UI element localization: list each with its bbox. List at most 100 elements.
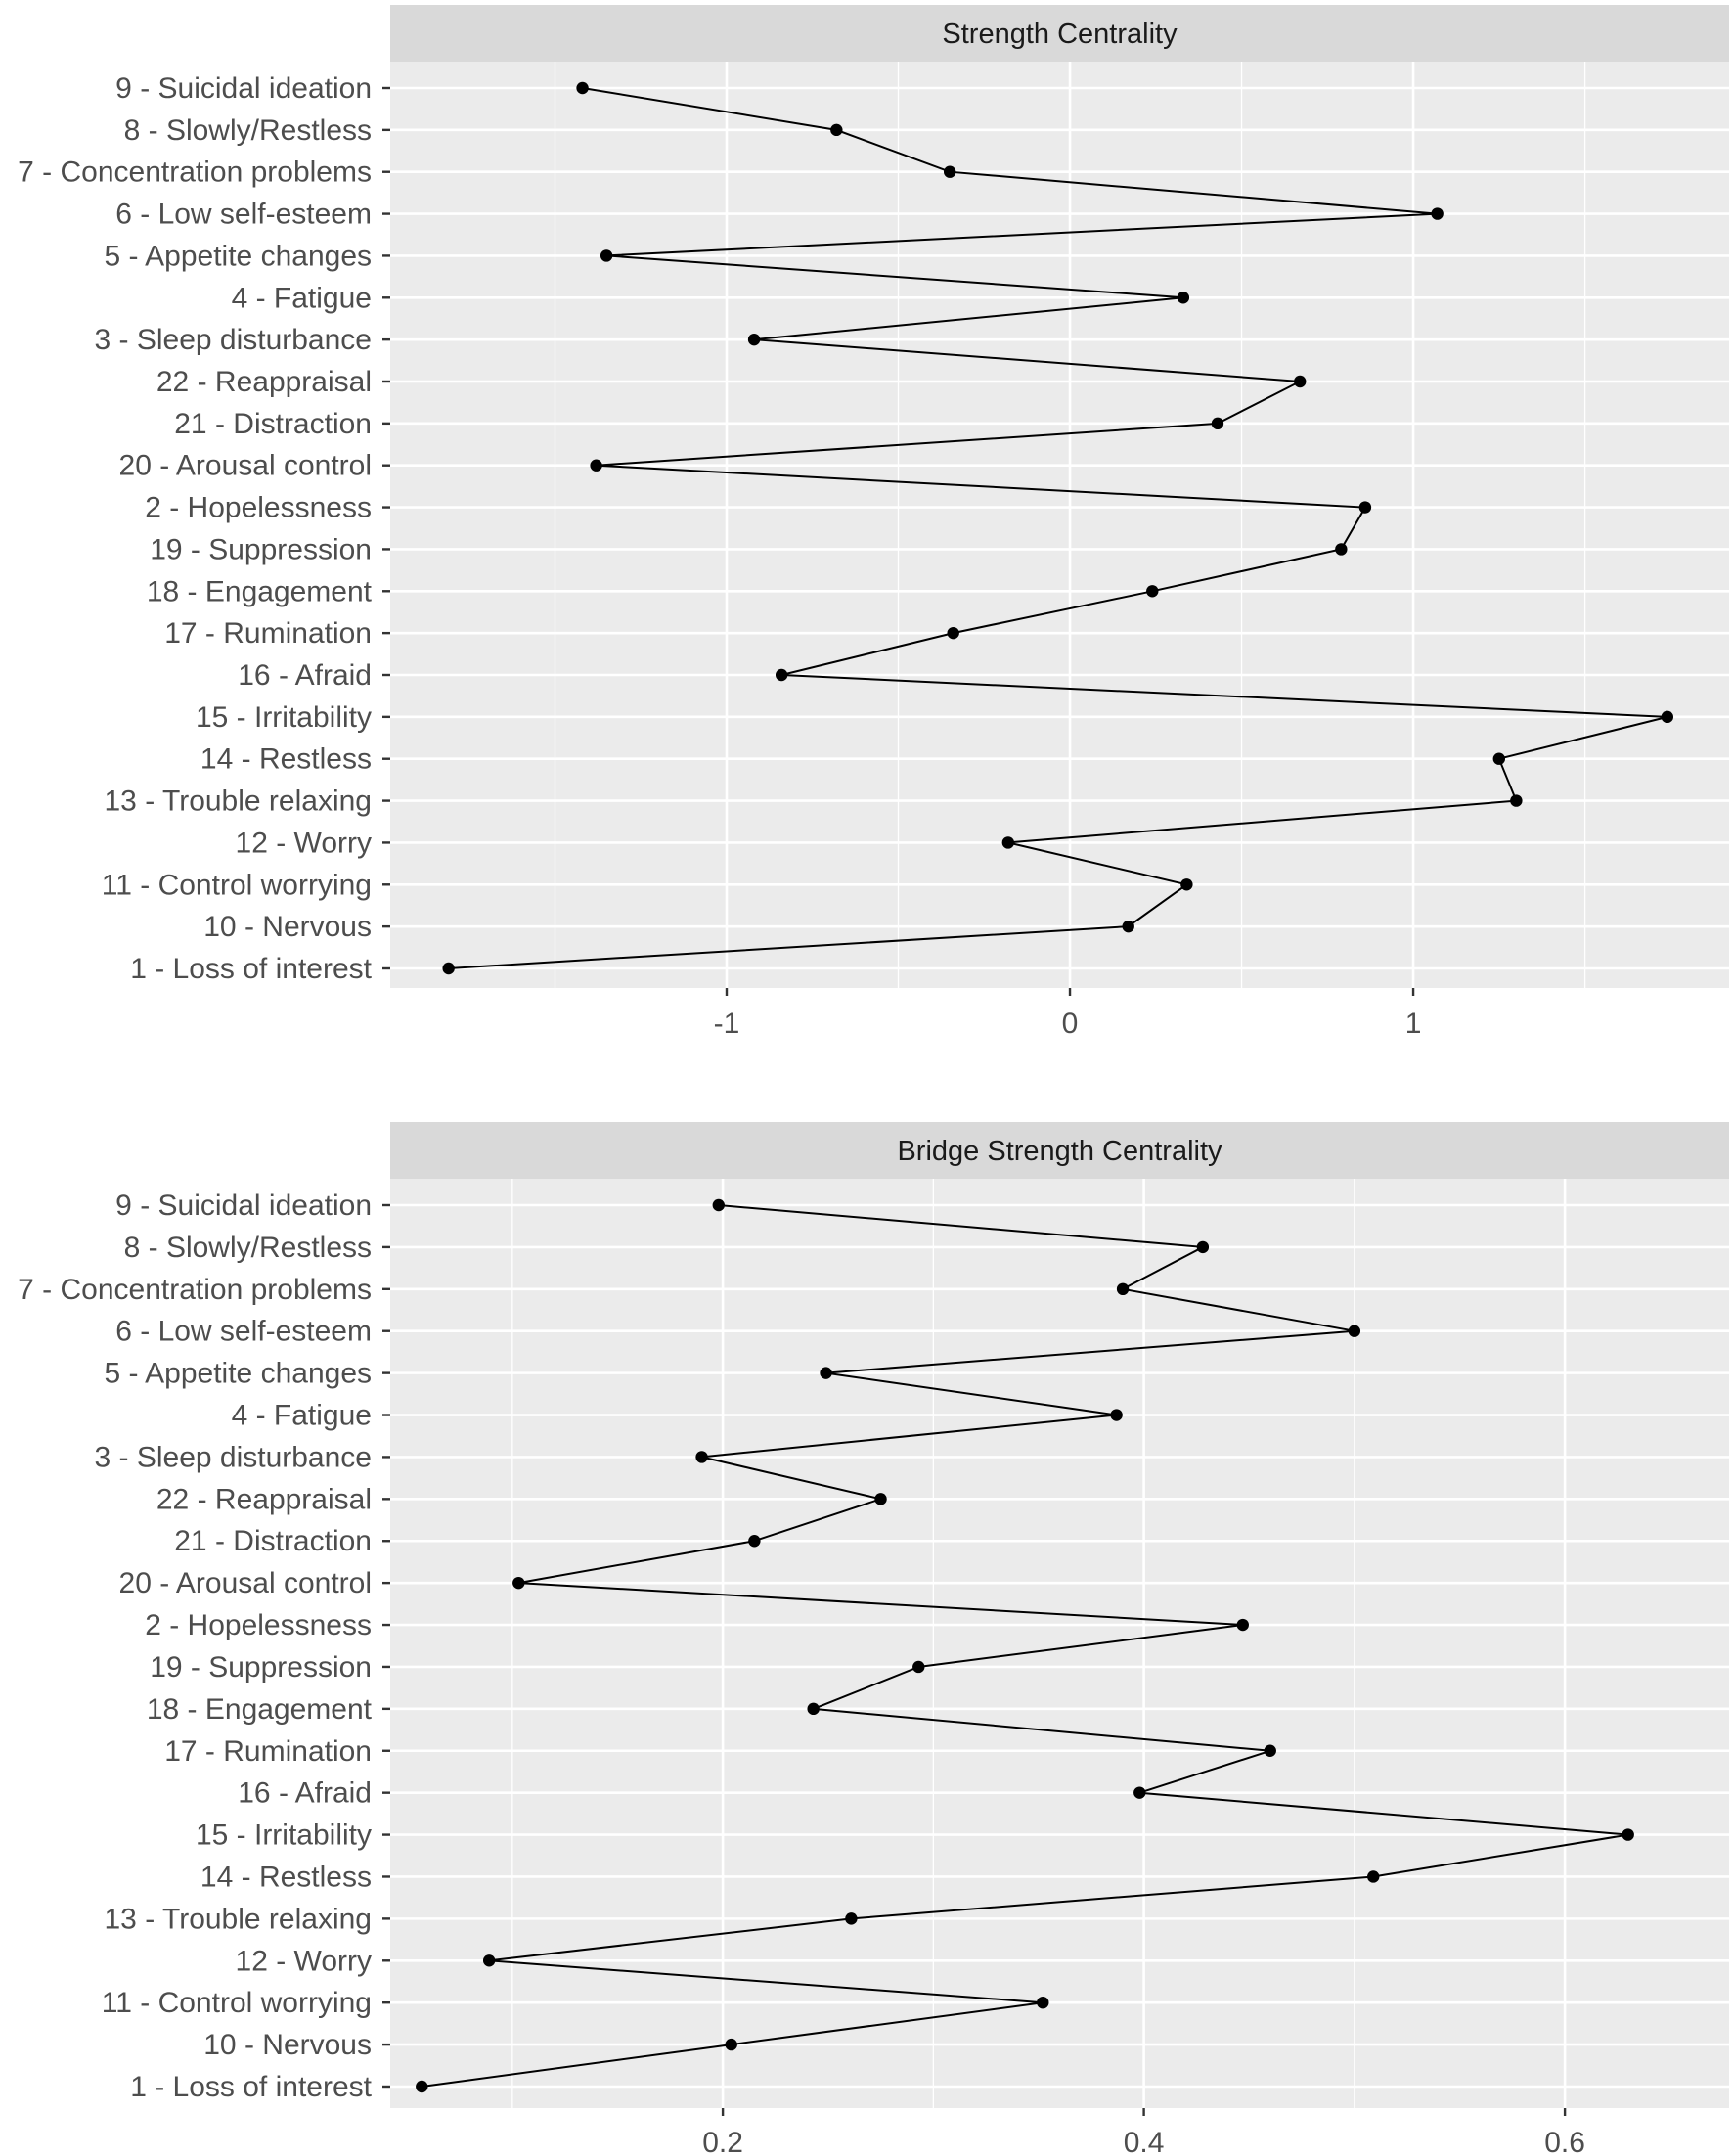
strip-header [390,5,1729,62]
data-point [912,1660,925,1674]
plot-panel [390,1179,1729,2108]
data-point [747,333,761,346]
y-tick-label: 1 - Loss of interest [130,2071,372,2103]
data-point [1177,292,1190,304]
data-point [725,2038,737,2051]
chart-2: Bridge Strength Centrality 9 - Suicidal i… [18,1122,1729,2156]
data-point [947,626,959,640]
data-point [807,1702,820,1716]
data-point [1211,417,1224,430]
data-point [1431,207,1444,220]
y-tick-label: 3 - Sleep disturbance [94,324,372,356]
y-tick-label: 17 - Rumination [164,617,372,650]
data-point [874,1493,887,1505]
data-point [1110,1409,1123,1421]
y-tick-label: 18 - Engagement [147,575,373,607]
data-point [416,2080,428,2093]
y-tick-label: 14 - Restless [200,1861,372,1893]
data-point [600,249,613,262]
data-point [943,165,956,178]
y-tick-label: 15 - Irritability [196,701,372,734]
x-tick-label: 0.6 [1544,2127,1585,2156]
y-tick-label: 22 - Reappraisal [156,366,372,398]
data-point [845,1912,858,1925]
data-point [1196,1240,1210,1254]
data-point [1037,1996,1049,2009]
y-tick-label: 6 - Low self-esteem [115,1316,372,1348]
chart-title: Strength Centrality [942,19,1178,50]
data-point [1335,543,1348,556]
plot-panel [390,62,1729,988]
y-tick-label: 6 - Low self-esteem [115,199,372,231]
data-point [1001,836,1015,849]
data-point [1236,1618,1249,1632]
y-tick-label: 21 - Distraction [174,408,372,440]
data-point [1116,1282,1130,1296]
strip-header [390,1122,1729,1179]
y-tick-label: 19 - Suppression [150,533,372,565]
y-tick-label: 9 - Suicidal ideation [115,72,372,105]
y-tick-label: 3 - Sleep disturbance [94,1441,372,1473]
x-tick-label: 0.4 [1124,2127,1165,2156]
y-tick-label: 12 - Worry [236,827,372,859]
data-point [512,1576,525,1590]
data-point [1358,501,1372,514]
series-line [422,1204,1628,2088]
data-point [1492,752,1506,765]
data-point [1294,375,1307,388]
y-tick-label: 10 - Nervous [203,2029,372,2061]
y-tick-label: 7 - Concentration problems [18,157,372,189]
y-tick-label: 2 - Hopelessness [145,1609,372,1641]
y-tick-label: 8 - Slowly/Restless [124,114,372,147]
data-point [830,123,843,137]
data-point [775,668,788,682]
x-tick-label: -1 [714,1008,740,1040]
y-tick-label: 4 - Fatigue [232,1400,372,1432]
y-tick-label: 5 - Appetite changes [104,240,372,272]
y-tick-label: 8 - Slowly/Restless [124,1232,372,1264]
data-point [820,1367,832,1379]
y-tick-label: 9 - Suicidal ideation [115,1190,372,1222]
y-tick-label: 15 - Irritability [196,1819,372,1852]
data-point [442,962,455,975]
y-tick-label: 7 - Concentration problems [18,1274,372,1306]
y-tick-label: 20 - Arousal control [119,450,372,482]
y-tick-label: 10 - Nervous [203,911,372,943]
data-point [695,1451,708,1463]
data-point [482,1954,496,1967]
data-point [1180,878,1193,891]
y-tick-label: 13 - Trouble relaxing [105,786,373,818]
y-tick-label: 4 - Fatigue [232,282,372,314]
data-point [1133,1786,1146,1799]
chart-title: Bridge Strength Centrality [897,1136,1222,1167]
chart-1: Strength Centrality 9 - Suicidal ideation… [18,5,1729,1040]
data-point [576,81,589,95]
y-tick-label: 19 - Suppression [150,1651,372,1684]
y-tick-label: 20 - Arousal control [119,1567,372,1599]
y-tick-label: 11 - Control worrying [102,869,372,901]
data-point [1348,1325,1361,1337]
y-tick-label: 2 - Hopelessness [145,492,372,524]
y-tick-label: 16 - Afraid [238,659,372,692]
y-tick-label: 1 - Loss of interest [130,953,372,985]
y-tick-label: 13 - Trouble relaxing [105,1903,373,1935]
y-tick-label: 12 - Worry [236,1945,372,1977]
y-tick-label: 21 - Distraction [174,1525,372,1557]
data-point [1661,710,1674,724]
data-point [748,1535,761,1548]
y-tick-label: 14 - Restless [200,743,372,776]
series-line [448,87,1668,969]
data-point [1264,1744,1276,1757]
data-point [590,459,602,472]
y-tick-label: 18 - Engagement [147,1693,373,1726]
data-point [712,1198,725,1212]
data-point [1146,585,1159,598]
y-tick-label: 5 - Appetite changes [104,1358,372,1390]
y-tick-label: 11 - Control worrying [102,1987,372,2019]
data-point [1510,794,1523,807]
x-tick-label: 0.2 [702,2127,743,2156]
data-point [1122,920,1134,933]
data-point [1367,1870,1380,1883]
y-tick-label: 22 - Reappraisal [156,1483,372,1515]
